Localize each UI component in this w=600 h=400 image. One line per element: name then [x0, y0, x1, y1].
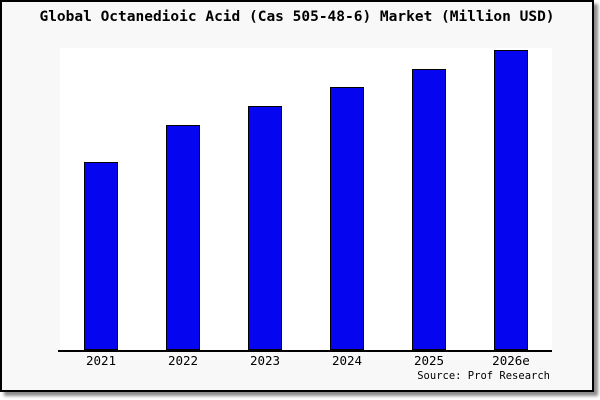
x-axis-line — [58, 350, 552, 352]
bar-2021 — [84, 162, 118, 350]
bar-2023 — [248, 106, 282, 350]
x-tick-label-2023: 2023 — [249, 353, 281, 368]
x-tick-label-2024: 2024 — [331, 353, 363, 368]
x-tick-label-2021: 2021 — [85, 353, 117, 368]
bars-container — [60, 48, 552, 350]
x-tick-label-2025: 2025 — [413, 353, 445, 368]
source-credit: Source: Prof Research — [417, 370, 550, 382]
chart-frame: Global Octanedioic Acid (Cas 505-48-6) M… — [0, 0, 594, 392]
bar-2025 — [412, 69, 446, 350]
bar-2026e — [494, 50, 528, 350]
x-tick-label-2022: 2022 — [167, 353, 199, 368]
x-axis-labels: 2021 2022 2023 2024 2025 2026e — [60, 353, 552, 368]
x-tick-label-2026e: 2026e — [492, 353, 530, 368]
plot-area — [60, 48, 552, 350]
chart-title: Global Octanedioic Acid (Cas 505-48-6) M… — [39, 9, 555, 25]
bar-2024 — [330, 87, 364, 350]
bar-2022 — [166, 125, 200, 350]
